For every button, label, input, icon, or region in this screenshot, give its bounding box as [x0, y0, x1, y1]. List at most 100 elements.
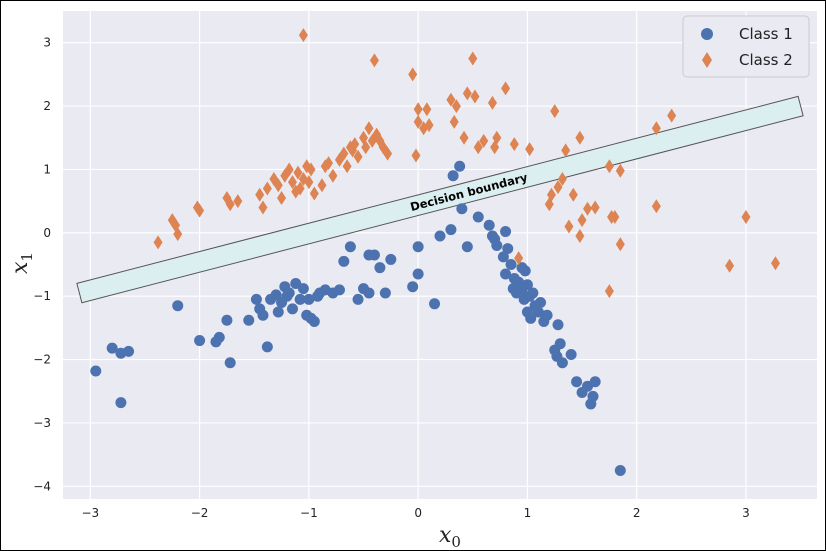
- class-1-point: [552, 319, 564, 331]
- class-1-point: [614, 464, 626, 476]
- x-axis-label: x0: [439, 523, 461, 550]
- class-2-point: [277, 190, 287, 205]
- class-2-point: [604, 284, 614, 299]
- class-1-point: [286, 303, 298, 315]
- svg-text:x1: x1: [8, 252, 36, 274]
- class-2-point: [317, 178, 327, 193]
- class-2-point: [364, 121, 374, 136]
- class-1-point: [565, 349, 577, 361]
- class-2-point: [262, 181, 272, 196]
- class-1-point: [527, 287, 539, 299]
- class-1-point: [224, 357, 236, 369]
- class-2-point: [353, 149, 363, 164]
- y-tick-label: 1: [43, 162, 51, 176]
- class-2-point: [422, 102, 432, 117]
- class-1-point: [532, 306, 544, 318]
- class-1-point: [243, 314, 255, 326]
- y-tick-labels: −4 −3 −2 −1 0 1 2 3: [33, 36, 51, 494]
- class-1-point: [250, 293, 262, 305]
- class-2-point: [615, 237, 625, 252]
- class-2-point: [553, 180, 563, 195]
- class-2-point: [225, 197, 235, 212]
- class-2-point: [557, 171, 567, 186]
- class-1-point: [172, 300, 184, 312]
- class-2-point: [770, 256, 780, 271]
- class-1-point: [589, 376, 601, 388]
- class-1-point: [344, 241, 356, 253]
- class-2-point: [468, 51, 478, 66]
- x-tick-labels: −3 −2 −1 0 1 2 3: [81, 506, 749, 520]
- class-2-point: [577, 213, 587, 228]
- class-1-point: [500, 268, 512, 280]
- x-tick-label: 3: [742, 506, 750, 520]
- class-1-point: [308, 316, 320, 328]
- class-1-point: [221, 314, 233, 326]
- grid-lines: [63, 11, 817, 499]
- class-2-point: [293, 165, 303, 180]
- class-2-point: [487, 95, 497, 110]
- legend: Class 1 Class 2: [682, 15, 810, 78]
- class-1-point: [352, 293, 364, 305]
- class-1-point: [525, 312, 537, 324]
- class-2-point: [561, 143, 571, 158]
- y-tick-label: 2: [43, 99, 51, 113]
- class-2-point: [501, 81, 511, 96]
- class-1-point: [213, 331, 225, 343]
- legend-marker-class-2: [702, 52, 712, 68]
- class-1-point: [483, 219, 495, 231]
- class-1-point: [379, 287, 391, 299]
- class-2-point: [298, 28, 308, 43]
- class-2-point: [273, 178, 283, 193]
- class-1-point: [587, 390, 599, 402]
- class-2-point: [449, 114, 459, 129]
- y-tick-label: −3: [33, 416, 51, 430]
- class-1-point: [556, 357, 568, 369]
- class-2-point: [413, 114, 423, 129]
- class-2-point: [615, 163, 625, 178]
- class-2-point: [610, 209, 620, 224]
- class-2-point: [509, 137, 519, 152]
- plot-area: [63, 11, 817, 499]
- y-tick-label: 0: [43, 226, 51, 240]
- class-2-point: [361, 140, 371, 155]
- class-1-point: [283, 287, 295, 299]
- class-1-point: [407, 281, 419, 293]
- x-tick-label: 1: [524, 506, 532, 520]
- legend-box: [682, 15, 810, 78]
- class-2-point: [195, 203, 205, 218]
- data-points: [90, 28, 780, 476]
- class-1-point: [115, 397, 127, 409]
- class-2-point: [309, 186, 319, 201]
- class-1-point: [90, 365, 102, 377]
- class-1-point: [261, 341, 273, 353]
- x-tick-label: 2: [633, 506, 641, 520]
- x-tick-label: −1: [300, 506, 318, 520]
- x-tick-label: −3: [81, 506, 99, 520]
- class-2-point: [339, 146, 349, 161]
- class-2-point: [304, 175, 314, 190]
- class-2-point: [446, 92, 456, 107]
- y-tick-label: −1: [33, 289, 51, 303]
- y-tick-label: 3: [43, 36, 51, 50]
- class-1-point: [257, 309, 269, 321]
- class-1-point: [541, 309, 553, 321]
- class-2-point: [741, 209, 751, 224]
- class-1-point: [505, 259, 517, 271]
- legend-label-class-1: Class 1: [739, 25, 793, 43]
- class-2-point: [255, 187, 265, 202]
- class-1-point: [535, 297, 547, 309]
- class-1-point: [521, 279, 533, 291]
- class-1-point: [554, 338, 566, 350]
- class-2-point: [651, 199, 661, 214]
- class-1-point: [385, 253, 397, 265]
- class-2-point: [550, 104, 560, 119]
- class-2-point: [651, 121, 661, 136]
- class-1-point: [412, 241, 424, 253]
- class-2-point: [604, 159, 614, 174]
- y-axis-label: x1: [8, 252, 36, 274]
- class-1-point: [272, 306, 284, 318]
- class-1-point: [123, 345, 135, 357]
- class-2-point: [173, 227, 183, 242]
